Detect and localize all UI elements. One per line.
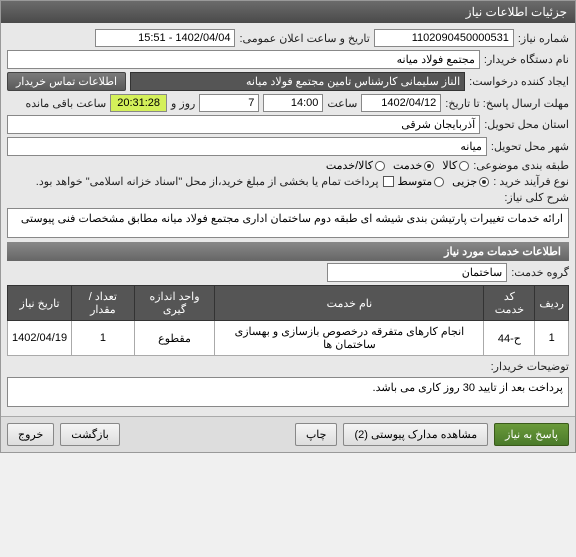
- services-section-header: اطلاعات خدمات مورد نیاز: [7, 242, 569, 261]
- footer-buttons: پاسخ به نیاز مشاهده مدارک پیوستی (2) چاپ…: [1, 416, 575, 452]
- th-date: تاریخ نیاز: [8, 286, 72, 321]
- treasury-checkbox[interactable]: [383, 176, 394, 187]
- remaining-label: ساعت باقی مانده: [25, 97, 106, 110]
- th-qty: تعداد / مقدار: [72, 286, 135, 321]
- table-header-row: ردیف کد خدمت نام خدمت واحد اندازه گیری ت…: [8, 286, 569, 321]
- footer-spacer: [126, 423, 289, 446]
- window-content: شماره نیاز: 1102090450000531 تاریخ و ساع…: [1, 23, 575, 416]
- cell-qty: 1: [72, 321, 135, 356]
- deadline-label: مهلت ارسال پاسخ: تا تاریخ:: [445, 97, 569, 110]
- request-creator-field: الناز سلیمانی کارشناس تامین مجتمع فولاد …: [130, 72, 465, 91]
- services-table: ردیف کد خدمت نام خدمت واحد اندازه گیری ت…: [7, 285, 569, 356]
- deadline-time-field: 14:00: [263, 94, 323, 112]
- cell-row: 1: [535, 321, 569, 356]
- radio-icon: [434, 177, 444, 187]
- service-group-field: ساختمان: [327, 263, 507, 282]
- delivery-city-label: شهر محل تحویل:: [491, 140, 569, 153]
- row-need-number: شماره نیاز: 1102090450000531 تاریخ و ساع…: [7, 29, 569, 47]
- row-deadline: مهلت ارسال پاسخ: تا تاریخ: 1402/04/12 سا…: [7, 94, 569, 112]
- row-delivery-province: استان محل تحویل: آذربایجان شرقی: [7, 115, 569, 134]
- row-category: طبقه بندی موضوعی: کالا خدمت کالا/خدمت: [7, 159, 569, 172]
- cell-name: انجام کارهای متفرقه درخصوص بازسازی و بهس…: [215, 321, 484, 356]
- cell-date: 1402/04/19: [8, 321, 72, 356]
- pt-small-label: جزیی: [452, 175, 477, 188]
- buyer-notes-label: توضیحات خریدار:: [491, 360, 569, 373]
- row-buyer-notes: توضیحات خریدار: پرداخت بعد از تایید 30 ر…: [7, 360, 569, 407]
- radio-icon: [375, 161, 385, 171]
- cell-unit: مقطوع: [134, 321, 215, 356]
- row-service-group: گروه خدمت: ساختمان: [7, 263, 569, 282]
- buyer-notes-field: پرداخت بعد از تایید 30 روز کاری می باشد.: [7, 377, 569, 407]
- buyer-org-field: مجتمع فولاد میانه: [7, 50, 480, 69]
- delivery-province-field: آذربایجان شرقی: [7, 115, 480, 134]
- delivery-city-field: میانه: [7, 137, 487, 156]
- cat-both-label: کالا/خدمت: [326, 159, 373, 172]
- category-label: طبقه بندی موضوعی:: [473, 159, 569, 172]
- time-label: ساعت: [327, 97, 357, 110]
- details-window: جزئیات اطلاعات نیاز شماره نیاز: 11020904…: [0, 0, 576, 453]
- respond-button[interactable]: پاسخ به نیاز: [494, 423, 569, 446]
- row-delivery-city: شهر محل تحویل: میانه: [7, 137, 569, 156]
- print-button[interactable]: چاپ: [295, 423, 338, 446]
- purchase-type-radio-group: جزیی متوسط: [398, 175, 490, 188]
- radio-icon: [479, 177, 489, 187]
- cat-service-option[interactable]: خدمت: [393, 159, 434, 172]
- pt-medium-option[interactable]: متوسط: [398, 175, 445, 188]
- purchase-type-label: نوع فرآیند خرید :: [493, 175, 569, 188]
- need-number-label: شماره نیاز:: [518, 32, 569, 45]
- window-titlebar: جزئیات اطلاعات نیاز: [1, 1, 575, 23]
- category-radio-group: کالا خدمت کالا/خدمت: [326, 159, 469, 172]
- pt-small-option[interactable]: جزیی: [452, 175, 489, 188]
- attachments-button[interactable]: مشاهده مدارک پیوستی (2): [343, 423, 488, 446]
- row-purchase-type: نوع فرآیند خرید : جزیی متوسط پرداخت تمام…: [7, 175, 569, 188]
- days-label: روز و: [171, 97, 195, 110]
- cat-both-option[interactable]: کالا/خدمت: [326, 159, 385, 172]
- th-row: ردیف: [535, 286, 569, 321]
- need-number-field: 1102090450000531: [374, 29, 514, 47]
- cat-goods-option[interactable]: کالا: [442, 159, 469, 172]
- radio-icon: [459, 161, 469, 171]
- row-need-desc: شرح کلی نیاز: ارائه خدمات تغییرات پارتیش…: [7, 191, 569, 238]
- need-desc-label: شرح کلی نیاز:: [504, 191, 569, 204]
- need-desc-field: ارائه خدمات تغییرات پارتیشن بندی شیشه ای…: [7, 208, 569, 238]
- announce-datetime-label: تاریخ و ساعت اعلان عمومی:: [239, 32, 369, 45]
- deadline-date-field: 1402/04/12: [361, 94, 441, 112]
- pt-medium-label: متوسط: [398, 175, 433, 188]
- row-buyer-org: نام دستگاه خریدار: مجتمع فولاد میانه: [7, 50, 569, 69]
- exit-button[interactable]: خروج: [7, 423, 54, 446]
- row-request-creator: ایجاد کننده درخواست: الناز سلیمانی کارشن…: [7, 72, 569, 91]
- payment-note: پرداخت تمام یا بخشی از مبلغ خرید،از محل …: [36, 175, 379, 188]
- buyer-org-label: نام دستگاه خریدار:: [484, 53, 569, 66]
- th-name: نام خدمت: [215, 286, 484, 321]
- cat-service-label: خدمت: [393, 159, 422, 172]
- countdown-field: 20:31:28: [110, 94, 167, 112]
- delivery-province-label: استان محل تحویل:: [484, 118, 569, 131]
- request-creator-label: ایجاد کننده درخواست:: [469, 75, 569, 88]
- back-button[interactable]: بازگشت: [60, 423, 120, 446]
- cell-code: ح-44: [484, 321, 535, 356]
- announce-datetime-field: 1402/04/04 - 15:51: [95, 29, 235, 47]
- cat-goods-label: کالا: [442, 159, 457, 172]
- radio-icon: [424, 161, 434, 171]
- days-remain-field: 7: [199, 94, 259, 112]
- service-group-label: گروه خدمت:: [511, 266, 569, 279]
- th-code: کد خدمت: [484, 286, 535, 321]
- contact-buyer-button[interactable]: اطلاعات تماس خریدار: [7, 72, 126, 91]
- window-title: جزئیات اطلاعات نیاز: [466, 5, 567, 19]
- table-row: 1 ح-44 انجام کارهای متفرقه درخصوص بازساز…: [8, 321, 569, 356]
- th-unit: واحد اندازه گیری: [134, 286, 215, 321]
